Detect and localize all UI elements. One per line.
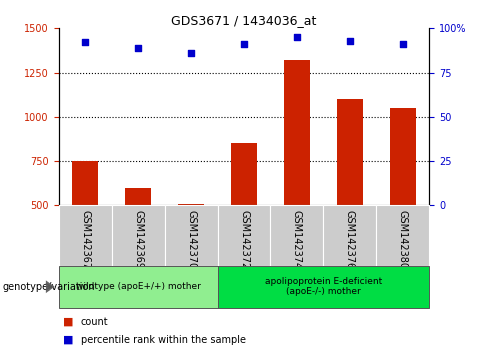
Bar: [218, 205, 270, 266]
Point: [399, 41, 407, 47]
Bar: [270, 205, 324, 266]
Bar: [59, 205, 112, 266]
Bar: [284, 60, 310, 205]
Text: GSM142380: GSM142380: [398, 210, 408, 269]
Text: GSM142374: GSM142374: [292, 210, 302, 269]
Text: ■: ■: [63, 335, 74, 345]
Text: GSM142376: GSM142376: [345, 210, 355, 269]
Point: [293, 34, 301, 40]
Text: wildtype (apoE+/+) mother: wildtype (apoE+/+) mother: [76, 282, 201, 291]
Text: GSM142372: GSM142372: [239, 210, 249, 269]
Point: [134, 45, 142, 51]
Bar: [178, 204, 204, 205]
Text: percentile rank within the sample: percentile rank within the sample: [81, 335, 245, 345]
Bar: [337, 99, 363, 205]
Point: [187, 50, 195, 56]
Bar: [376, 205, 429, 266]
Point: [346, 38, 354, 44]
Text: apolipoprotein E-deficient
(apoE-/-) mother: apolipoprotein E-deficient (apoE-/-) mot…: [265, 277, 382, 296]
Bar: [59, 266, 218, 308]
Bar: [72, 161, 98, 205]
Bar: [125, 188, 151, 205]
Point: [240, 41, 248, 47]
Text: GSM142367: GSM142367: [80, 210, 90, 269]
Point: [81, 40, 89, 45]
Title: GDS3671 / 1434036_at: GDS3671 / 1434036_at: [171, 14, 317, 27]
Text: GSM142370: GSM142370: [186, 210, 196, 269]
Text: genotype/variation: genotype/variation: [2, 282, 95, 292]
Polygon shape: [46, 280, 55, 293]
Bar: [112, 205, 164, 266]
Text: ■: ■: [63, 317, 74, 327]
Bar: [164, 205, 218, 266]
Text: GSM142369: GSM142369: [133, 210, 143, 269]
Bar: [231, 143, 257, 205]
Text: count: count: [81, 317, 108, 327]
Bar: [390, 108, 416, 205]
Bar: [324, 205, 376, 266]
Bar: [218, 266, 429, 308]
